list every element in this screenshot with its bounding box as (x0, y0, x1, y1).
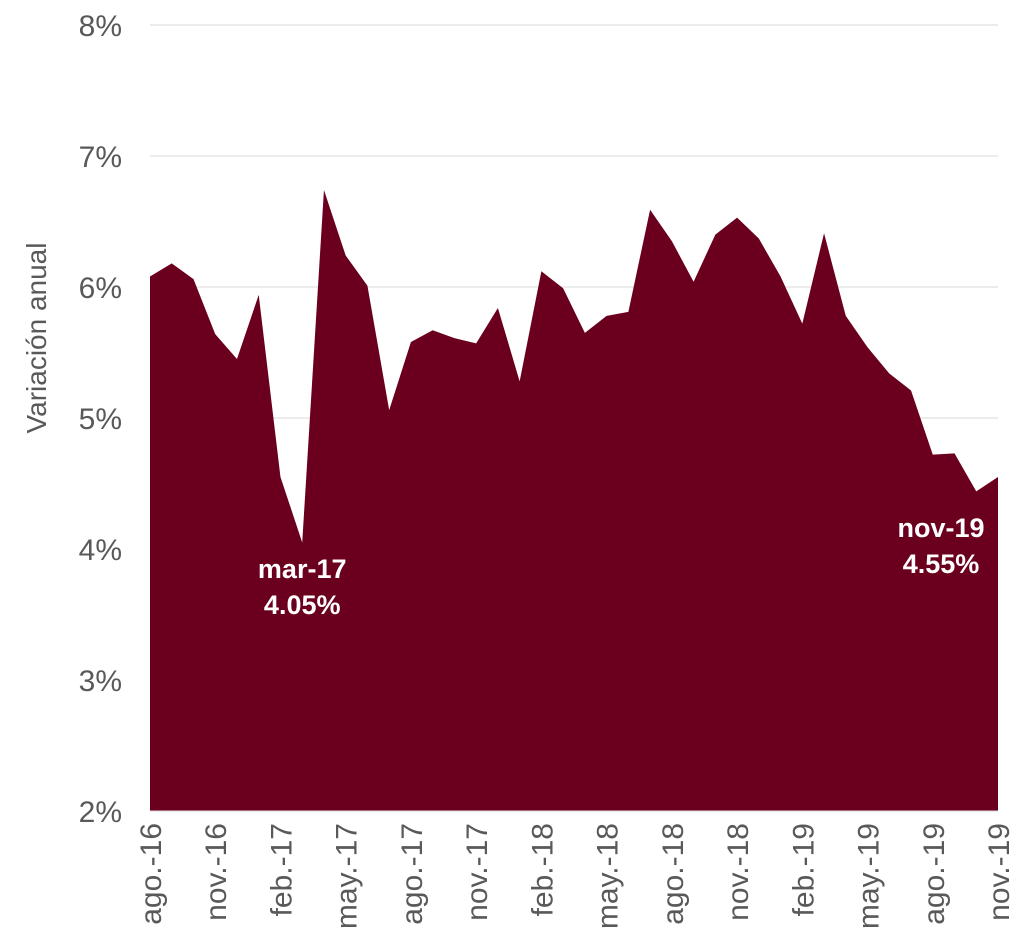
x-tick-label: may.-18 (592, 823, 625, 929)
x-tick-label: feb.-18 (526, 823, 559, 916)
x-tick-label: feb.-19 (787, 823, 820, 916)
y-axis-title: Variación anual (21, 243, 52, 434)
x-tick-label: ago.-16 (135, 823, 168, 925)
area-series (150, 190, 998, 812)
annotation-value: 4.55% (903, 549, 980, 579)
x-tick-label: may.-17 (331, 823, 364, 929)
y-tick-label: 4% (79, 534, 122, 567)
y-tick-label: 2% (79, 796, 122, 829)
annotation-mar-17: mar-17 4.05% (258, 554, 347, 620)
annotation-value: 4.05% (264, 590, 341, 620)
x-tick-label: nov.-17 (461, 823, 494, 921)
y-tick-label: 6% (79, 272, 122, 305)
annotation-date: nov-19 (897, 513, 984, 543)
x-tick-label: nov.-16 (200, 823, 233, 921)
x-tick-label: nov.-18 (722, 823, 755, 921)
annotation-date: mar-17 (258, 554, 347, 584)
x-tick-label: may.-19 (853, 823, 886, 929)
y-tick-label: 3% (79, 665, 122, 698)
area-series-fill (150, 190, 998, 811)
x-tick-label: ago.-19 (918, 823, 951, 925)
x-tick-label: feb.-17 (265, 823, 298, 916)
annotation-nov-19: nov-19 4.55% (897, 513, 984, 579)
y-axis-ticks: 2% 3% 4% 5% 6% 7% 8% (79, 10, 122, 829)
y-tick-label: 5% (79, 403, 122, 436)
x-axis-ticks: ago.-16 nov.-16 feb.-17 may.-17 ago.-17 nov.-… (135, 823, 1016, 929)
y-tick-label: 7% (79, 141, 122, 174)
x-tick-label: nov.-19 (983, 823, 1016, 921)
x-tick-label: ago.-18 (657, 823, 690, 925)
annotations: mar-17 4.05% nov-19 4.55% (258, 513, 985, 620)
y-tick-label: 8% (79, 10, 122, 43)
x-tick-label: ago.-17 (396, 823, 429, 925)
